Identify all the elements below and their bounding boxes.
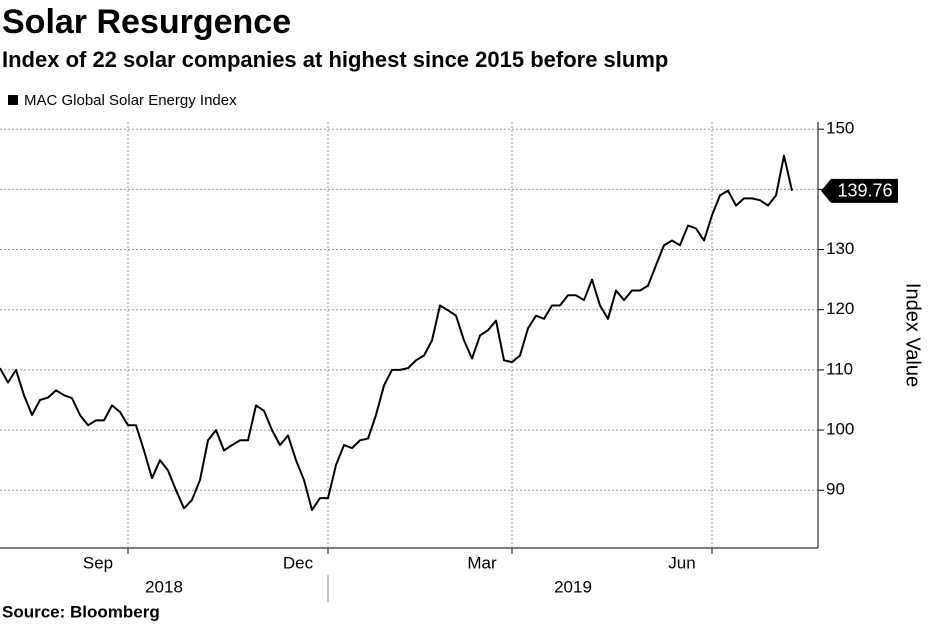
y-tick-label: 100 <box>826 420 854 439</box>
x-tick-label: Sep <box>83 553 113 572</box>
y-tick-label: 130 <box>826 239 854 258</box>
y-axis-label: Index Value <box>902 283 924 387</box>
x-tick-label: Jun <box>668 553 695 572</box>
chart-subtitle: Index of 22 solar companies at highest s… <box>2 47 668 72</box>
chart-title: Solar Resurgence <box>2 3 291 41</box>
x-tick-label: Mar <box>467 553 497 572</box>
source: Source: Bloomberg <box>2 602 160 621</box>
legend-label: MAC Global Solar Energy Index <box>24 92 237 109</box>
y-tick-label: 90 <box>826 480 845 499</box>
line-series <box>0 154 793 512</box>
legend-swatch <box>8 95 18 105</box>
y-tick-label: 110 <box>826 359 853 378</box>
last-value-label: 139.76 <box>837 181 892 201</box>
year-label: 2019 <box>554 577 592 596</box>
y-tick-label: 120 <box>826 299 854 318</box>
y-tick-label: 150 <box>826 119 854 138</box>
x-tick-label: Dec <box>283 553 314 572</box>
last-value-flag <box>821 178 898 203</box>
year-label: 2018 <box>145 577 183 596</box>
